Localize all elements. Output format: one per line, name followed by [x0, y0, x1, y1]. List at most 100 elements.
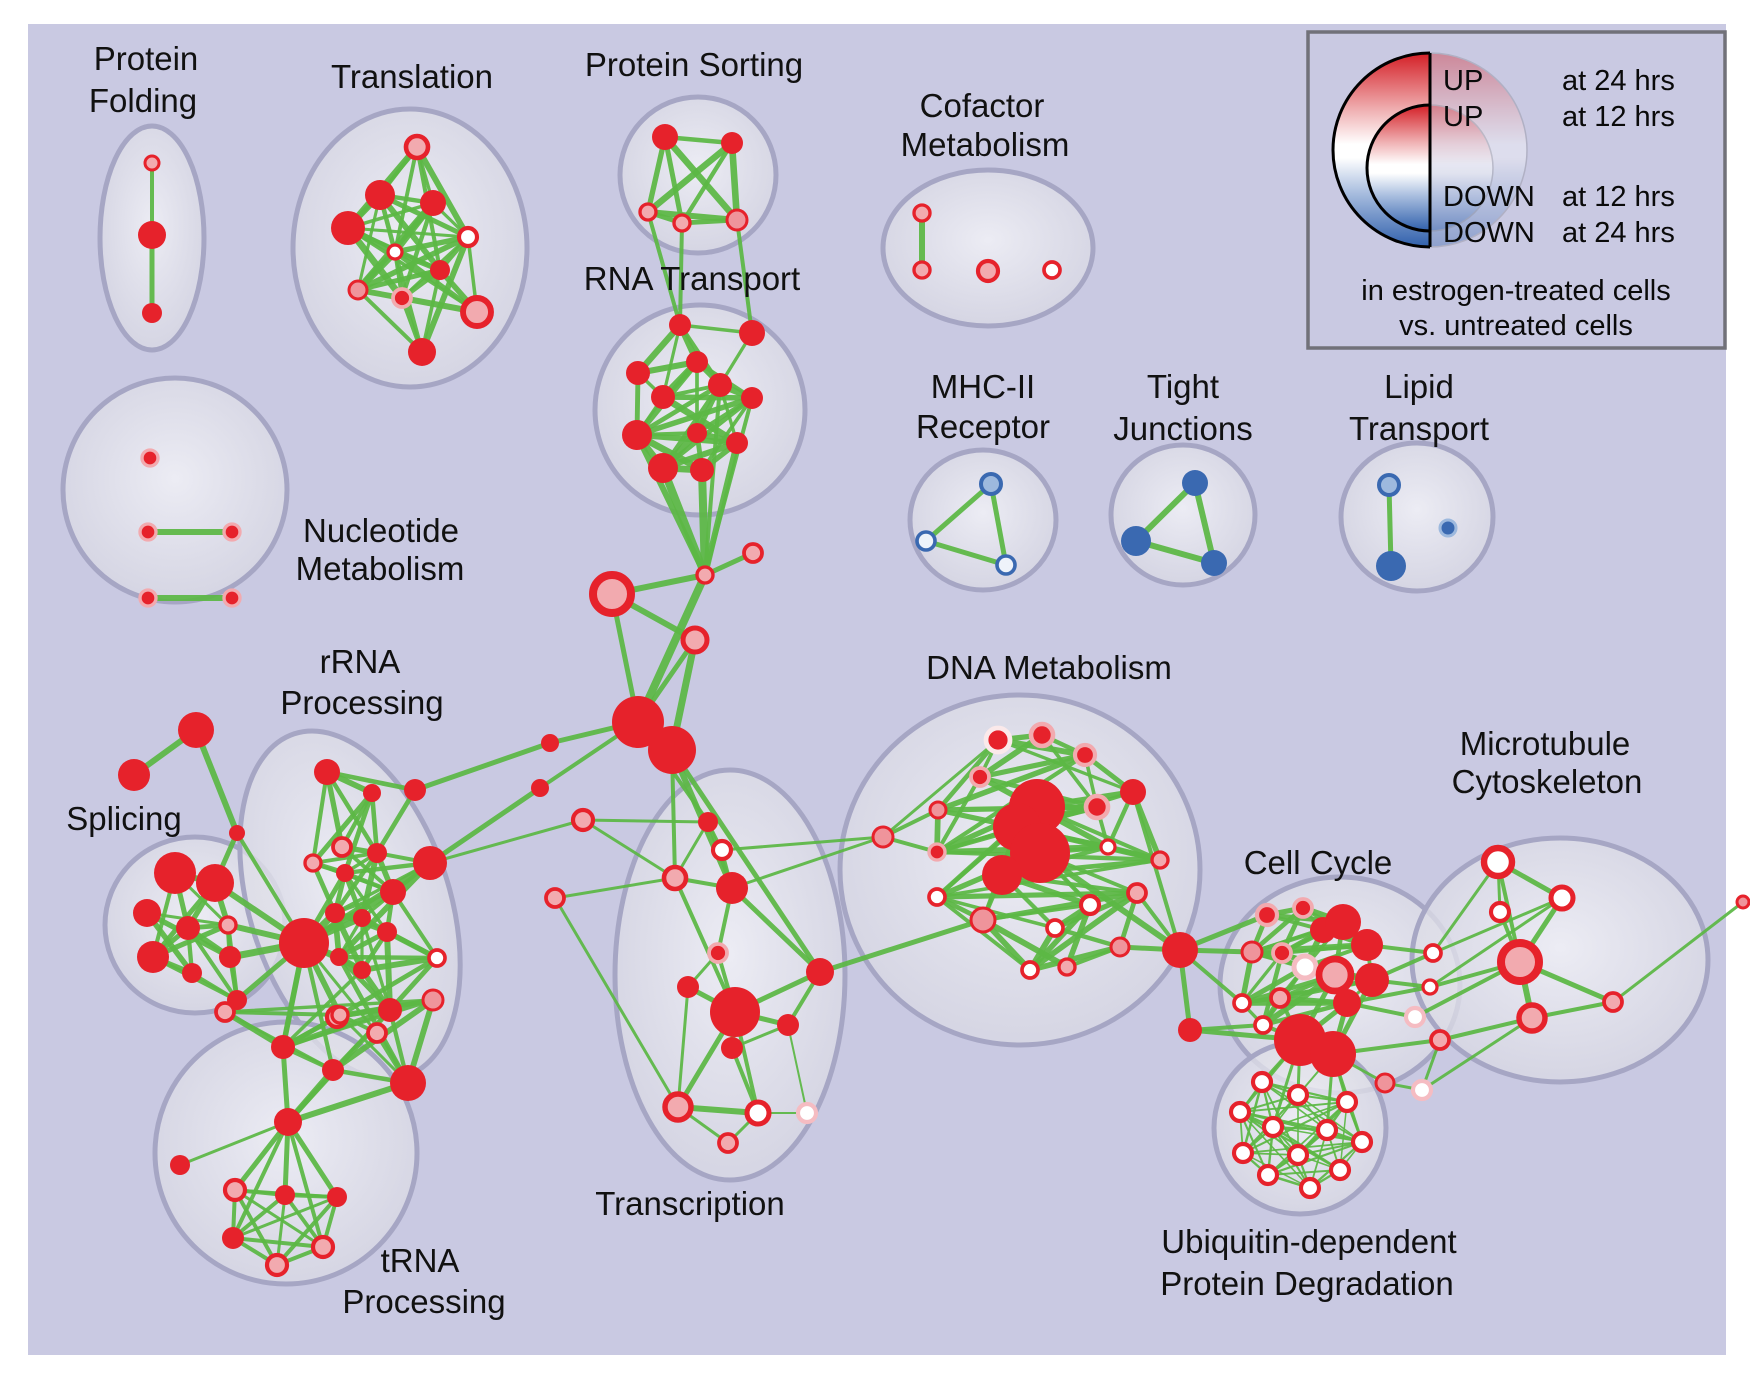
- network-edge: [980, 890, 1140, 923]
- network-node-u3: [1335, 1090, 1359, 1114]
- network-node-rr22: [214, 1001, 236, 1023]
- network-node-tj3: [1201, 550, 1227, 576]
- network-node-b1: [612, 696, 664, 748]
- network-edge: [935, 895, 1057, 930]
- network-edge: [324, 769, 380, 856]
- network-node-pf2: [138, 221, 166, 249]
- network-node-b4: [1310, 1031, 1356, 1077]
- network-edge: [581, 818, 677, 880]
- network-node-sp2: [196, 864, 234, 902]
- network-node-h4: [680, 625, 710, 655]
- network-node-rr13: [427, 948, 447, 968]
- network-node-u2: [1286, 1083, 1310, 1107]
- network-node-rr8: [380, 879, 406, 905]
- network-node-m3: [1488, 900, 1512, 924]
- network-node-rr5: [303, 853, 323, 873]
- network-edge: [275, 1195, 339, 1267]
- network-edge: [346, 226, 470, 239]
- network-node-sp3: [133, 899, 161, 927]
- module-label-lipid-transport: Transport: [1349, 410, 1489, 447]
- network-node-ps2: [721, 132, 743, 154]
- legend-caption-line-0: in estrogen-treated cells: [1361, 275, 1671, 307]
- network-edge: [646, 210, 682, 327]
- network-edge: [1345, 985, 1432, 1005]
- network-edge: [374, 787, 418, 856]
- network-edge: [729, 885, 823, 975]
- network-node-d13: [1010, 823, 1070, 883]
- legend-caption-line-1: vs. untreated cells: [1399, 310, 1633, 342]
- network-edge: [334, 955, 440, 1020]
- network-edge: [1131, 790, 1182, 952]
- network-node-sp1: [154, 852, 196, 894]
- network-edge: [634, 382, 723, 438]
- network-node-t5: [456, 225, 480, 249]
- network-node-u4: [1228, 1100, 1252, 1124]
- network-edge: [399, 200, 436, 301]
- network-edge: [232, 1119, 291, 1193]
- network-node-c18: [1403, 1005, 1427, 1029]
- network-edge: [700, 396, 754, 472]
- module-label-ubiquitin-degradation: Ubiquitin-dependent: [1161, 1223, 1456, 1260]
- network-edge: [285, 1119, 340, 1200]
- module-label-rna-transport: RNA Transport: [584, 260, 800, 297]
- network-edge: [1260, 950, 1285, 1028]
- network-node-m6: [1602, 991, 1624, 1013]
- network-node-d9: [1099, 838, 1117, 856]
- network-node-d5: [928, 800, 948, 820]
- network-node-c8: [1291, 953, 1319, 981]
- network-edge: [817, 917, 986, 975]
- module-label-rrna-processing: Processing: [280, 684, 443, 721]
- network-edge: [935, 752, 1088, 813]
- network-node-mh1: [979, 472, 1003, 496]
- network-node-c6: [1240, 940, 1264, 964]
- network-node-u9: [1286, 1143, 1310, 1167]
- network-node-m7: [1735, 894, 1750, 910]
- network-nodes: [118, 124, 1750, 1278]
- network-node-rn4: [686, 351, 708, 373]
- network-node-c1: [1254, 902, 1280, 928]
- network-node-lp2: [1376, 551, 1406, 581]
- module-label-protein-folding: Folding: [89, 82, 197, 119]
- network-node-d4: [969, 766, 991, 788]
- network-node-u11: [1256, 1163, 1280, 1187]
- network-node-c11: [1232, 993, 1252, 1013]
- network-node-tn1: [222, 1177, 248, 1203]
- network-node-x9: [710, 987, 760, 1037]
- network-node-t2: [365, 180, 395, 210]
- network-node-t4: [331, 211, 365, 245]
- network-node-u1: [1250, 1070, 1274, 1094]
- network-node-d15: [927, 887, 947, 907]
- network-edge: [281, 968, 364, 1049]
- network-edge: [391, 890, 439, 960]
- network-node-rr9: [413, 846, 447, 880]
- module-label-protein-sorting: Protein Sorting: [585, 46, 803, 83]
- module-ellipse-nucleotide-metabolism: [60, 375, 290, 605]
- module-labels: Protein Folding Translation Protein Sorting…: [66, 40, 1642, 1320]
- network-node-c10: [1355, 963, 1389, 997]
- network-node-cf1: [912, 203, 932, 223]
- legend-entry-time-1: at 12 hrs: [1562, 101, 1675, 133]
- network-node-rr20: [271, 1035, 295, 1059]
- network-node-x4: [661, 864, 689, 892]
- network-node-tn3: [327, 1187, 347, 1207]
- network-node-d17: [1078, 893, 1102, 917]
- network-node-t7: [430, 260, 450, 280]
- network-edge: [324, 769, 418, 793]
- network-node-rr23: [330, 1005, 350, 1025]
- network-node-rr2: [363, 784, 381, 802]
- network-node-rr7: [336, 864, 354, 882]
- network-node-sp6: [137, 941, 169, 973]
- network-node-rn2: [739, 320, 765, 346]
- legend-entry-label-2: DOWN: [1443, 181, 1535, 213]
- network-edge: [1267, 1169, 1341, 1176]
- network-node-m2: [1548, 884, 1576, 912]
- network-node-d20: [1020, 960, 1040, 980]
- module-label-lipid-transport: Lipid: [1384, 368, 1454, 405]
- module-ellipse-microtubule-cytoskeleton: [1409, 835, 1711, 1085]
- network-node-d21: [1057, 957, 1077, 977]
- network-node-sp7: [182, 963, 202, 983]
- network-edge: [342, 790, 375, 876]
- network-node-ps4: [672, 213, 692, 233]
- network-edge: [336, 860, 433, 960]
- module-label-tight-junctions: Tight: [1147, 368, 1219, 405]
